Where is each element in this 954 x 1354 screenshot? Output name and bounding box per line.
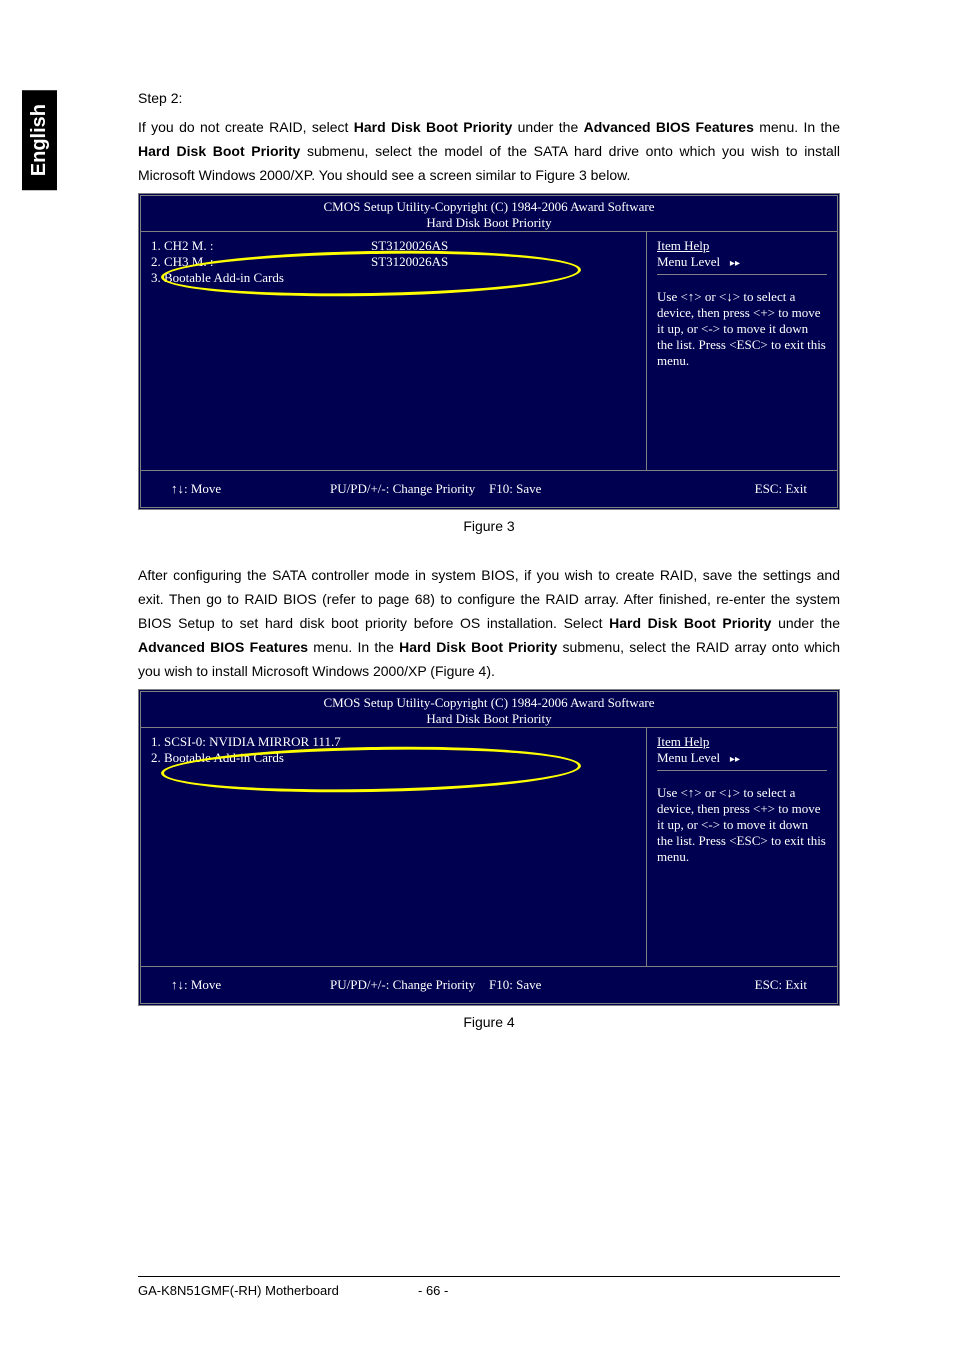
paragraph-2: After configuring the SATA controller mo… xyxy=(138,564,840,683)
bios-figure-4: CMOS Setup Utility-Copyright (C) 1984-20… xyxy=(138,689,840,1006)
footer-move: ↑↓: Move xyxy=(171,977,330,993)
page-footer: GA-K8N51GMF(-RH) Motherboard - 66 - xyxy=(138,1276,840,1298)
bios-subtitle: Hard Disk Boot Priority xyxy=(141,215,837,231)
footer-save: F10: Save xyxy=(489,977,648,993)
bios-help-panel: Item Help Menu Level ▸▸ Use <↑> or <↓> t… xyxy=(647,728,837,966)
footer-exit: ESC: Exit xyxy=(648,481,807,497)
menu-level-label: Menu Level xyxy=(657,254,720,269)
bios-copyright: CMOS Setup Utility-Copyright (C) 1984-20… xyxy=(141,692,837,711)
p1-t2: under the xyxy=(512,119,583,135)
p2-b2: Advanced BIOS Features xyxy=(138,639,308,655)
footer-exit: ESC: Exit xyxy=(648,977,807,993)
bios-cell: 3. Bootable Add-in Cards xyxy=(151,270,371,286)
bios-row: 1. CH2 M. : ST3120026AS xyxy=(151,238,636,254)
p2-b3: Hard Disk Boot Priority xyxy=(399,639,557,655)
footer-move: ↑↓: Move xyxy=(171,481,330,497)
menu-level-arrows: ▸▸ xyxy=(730,258,740,269)
bios-cell: ST3120026AS xyxy=(371,238,636,254)
bios-cell: 2. Bootable Add-in Cards xyxy=(151,750,284,766)
bios-cell: ST3120026AS xyxy=(371,254,636,270)
menu-level-arrows: ▸▸ xyxy=(730,754,740,765)
language-tab: English xyxy=(22,90,57,190)
figure-4-caption: Figure 4 xyxy=(138,1014,840,1030)
footer-page-number: - 66 - xyxy=(418,1283,840,1298)
bios-row: 1. SCSI-0: NVIDIA MIRROR 111.7 xyxy=(151,734,636,750)
help-menu-level: Menu Level ▸▸ xyxy=(657,254,827,275)
bios-copyright: CMOS Setup Utility-Copyright (C) 1984-20… xyxy=(141,196,837,215)
p1-b2: Advanced BIOS Features xyxy=(584,119,754,135)
bios-help-panel: Item Help Menu Level ▸▸ Use <↑> or <↓> t… xyxy=(647,232,837,470)
help-menu-level: Menu Level ▸▸ xyxy=(657,750,827,771)
footer-save: F10: Save xyxy=(489,481,648,497)
step-label: Step 2: xyxy=(138,90,840,106)
help-text: Use <↑> or <↓> to select a device, then … xyxy=(657,785,827,865)
bios-body: 1. CH2 M. : ST3120026AS 2. CH3 M. : ST31… xyxy=(141,231,837,471)
bios-left-panel: 1. SCSI-0: NVIDIA MIRROR 111.7 2. Bootab… xyxy=(141,728,647,966)
bios-footer: ↑↓: Move PU/PD/+/-: Change Priority F10:… xyxy=(141,471,837,507)
bios-left-panel: 1. CH2 M. : ST3120026AS 2. CH3 M. : ST31… xyxy=(141,232,647,470)
bios-cell xyxy=(371,270,636,286)
p1-b1: Hard Disk Boot Priority xyxy=(354,119,512,135)
p1-t1: If you do not create RAID, select xyxy=(138,119,354,135)
bios-row: 2. CH3 M. : ST3120026AS xyxy=(151,254,636,270)
footer-change: PU/PD/+/-: Change Priority xyxy=(330,977,489,993)
p1-t3: menu. In the xyxy=(754,119,840,135)
p2-b1: Hard Disk Boot Priority xyxy=(609,615,771,631)
bios-cell: 2. CH3 M. : xyxy=(151,254,371,270)
bios-row: 2. Bootable Add-in Cards xyxy=(151,750,636,766)
bios-row: 3. Bootable Add-in Cards xyxy=(151,270,636,286)
p2-t2: under the xyxy=(771,615,840,631)
bios-cell: 1. SCSI-0: NVIDIA MIRROR 111.7 xyxy=(151,734,341,750)
page-content: Step 2: If you do not create RAID, selec… xyxy=(138,90,840,1060)
bios-figure-3: CMOS Setup Utility-Copyright (C) 1984-20… xyxy=(138,193,840,510)
paragraph-1: If you do not create RAID, select Hard D… xyxy=(138,116,840,187)
bios-cell: 1. CH2 M. : xyxy=(151,238,371,254)
help-text: Use <↑> or <↓> to select a device, then … xyxy=(657,289,827,369)
bios-subtitle: Hard Disk Boot Priority xyxy=(141,711,837,727)
figure-3-caption: Figure 3 xyxy=(138,518,840,534)
help-title: Item Help xyxy=(657,238,827,254)
p1-b3: Hard Disk Boot Priority xyxy=(138,143,300,159)
p2-t3: menu. In the xyxy=(308,639,399,655)
bios-body: 1. SCSI-0: NVIDIA MIRROR 111.7 2. Bootab… xyxy=(141,727,837,967)
footer-change: PU/PD/+/-: Change Priority xyxy=(330,481,489,497)
help-title: Item Help xyxy=(657,734,827,750)
menu-level-label: Menu Level xyxy=(657,750,720,765)
footer-model: GA-K8N51GMF(-RH) Motherboard xyxy=(138,1283,418,1298)
bios-footer: ↑↓: Move PU/PD/+/-: Change Priority F10:… xyxy=(141,967,837,1003)
